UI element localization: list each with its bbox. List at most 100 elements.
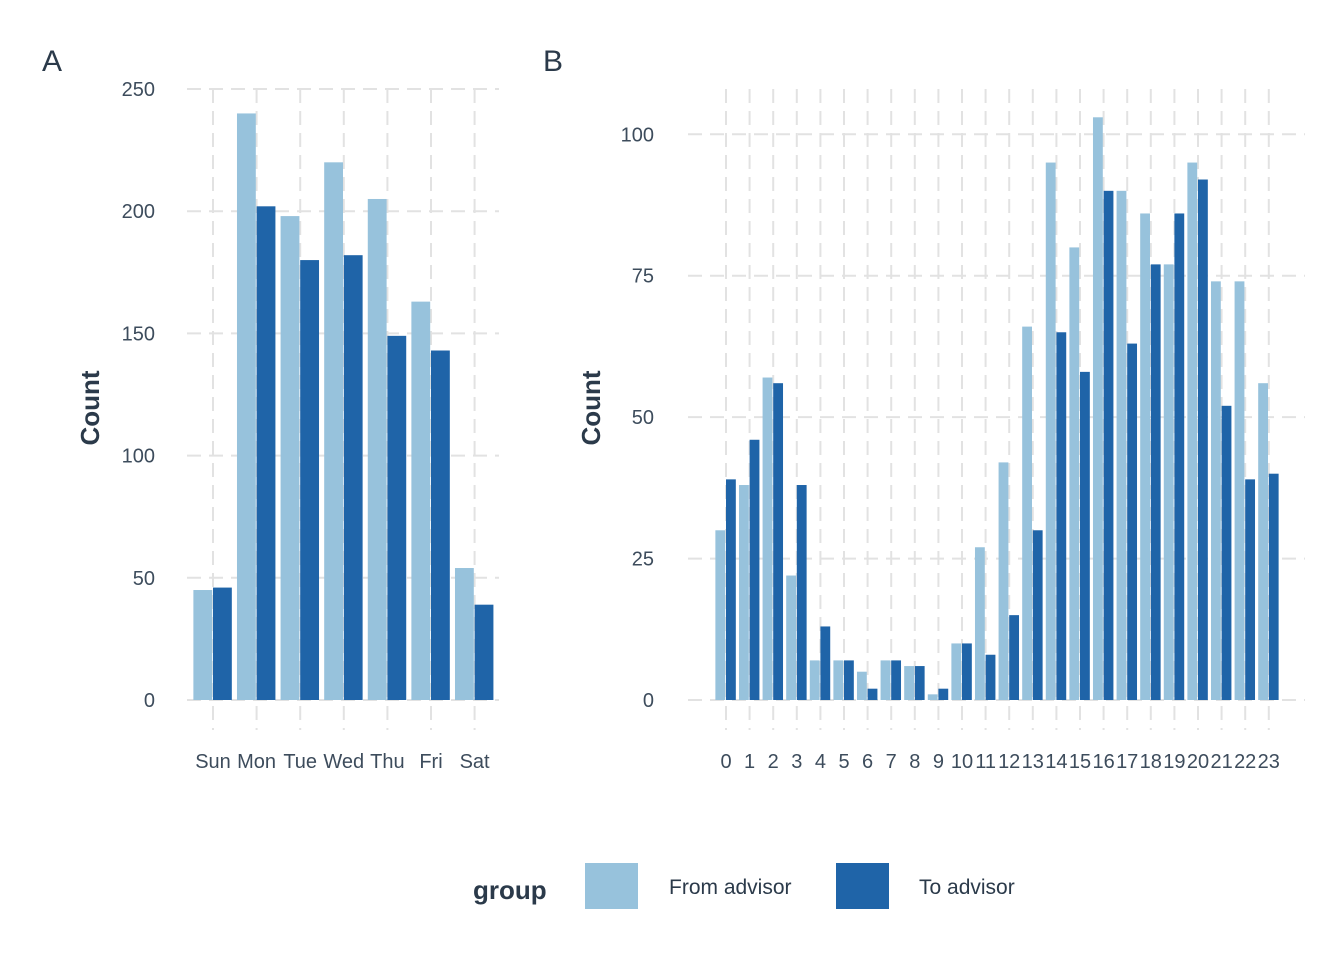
panel-a-y-axis-title: Count bbox=[75, 370, 105, 445]
bar-to-advisor-18 bbox=[1150, 264, 1161, 700]
y-tick-label: 0 bbox=[144, 690, 155, 712]
bar-to-advisor-1 bbox=[749, 439, 760, 700]
y-tick-label: 25 bbox=[632, 549, 654, 571]
x-tick-label: 15 bbox=[1069, 751, 1091, 773]
bar-to-advisor-15 bbox=[1080, 371, 1090, 700]
bar-to-advisor-0 bbox=[726, 479, 736, 700]
bar-to-advisor-11 bbox=[985, 654, 996, 700]
x-tick-label: 5 bbox=[838, 751, 849, 773]
bar-from-advisor-Wed bbox=[324, 162, 343, 700]
bar-to-advisor-13 bbox=[1032, 530, 1043, 700]
panel-label-b: B bbox=[543, 45, 563, 78]
x-tick-label: Wed bbox=[323, 751, 364, 773]
bar-from-advisor-6 bbox=[856, 671, 867, 700]
bar-from-advisor-20 bbox=[1187, 162, 1198, 701]
bar-to-advisor-Wed bbox=[343, 255, 363, 700]
y-tick-label: 50 bbox=[632, 407, 654, 429]
bar-to-advisor-16 bbox=[1103, 190, 1114, 700]
x-tick-label: 7 bbox=[886, 751, 897, 773]
x-tick-label: 20 bbox=[1187, 751, 1209, 773]
bar-to-advisor-12 bbox=[1009, 615, 1020, 700]
x-tick-label: Fri bbox=[419, 751, 442, 773]
bar-from-advisor-19 bbox=[1163, 264, 1174, 700]
y-tick-label: 0 bbox=[643, 690, 654, 712]
x-tick-label: 12 bbox=[998, 751, 1020, 773]
y-tick-label: 150 bbox=[122, 323, 155, 345]
bar-from-advisor-15 bbox=[1069, 247, 1080, 700]
bar-from-advisor-11 bbox=[974, 547, 985, 700]
bar-to-advisor-Fri bbox=[431, 350, 450, 700]
bar-from-advisor-23 bbox=[1258, 383, 1268, 700]
bar-from-advisor-8 bbox=[904, 666, 914, 700]
x-tick-label: Sun bbox=[195, 751, 231, 773]
bar-to-advisor-3 bbox=[796, 485, 807, 700]
bar-to-advisor-21 bbox=[1221, 405, 1232, 700]
bar-to-advisor-7 bbox=[891, 660, 902, 700]
legend-swatch-to-advisor bbox=[836, 863, 889, 909]
bar-from-advisor-Thu bbox=[367, 198, 387, 701]
bar-to-advisor-Sat bbox=[474, 604, 494, 700]
bar-from-advisor-16 bbox=[1092, 117, 1103, 701]
bar-to-advisor-22 bbox=[1245, 479, 1256, 700]
y-tick-label: 250 bbox=[122, 79, 155, 101]
y-tick-label: 50 bbox=[133, 568, 155, 590]
bar-from-advisor-21 bbox=[1210, 281, 1221, 700]
bar-to-advisor-14 bbox=[1056, 332, 1067, 700]
bar-to-advisor-17 bbox=[1127, 343, 1138, 700]
y-tick-label: 100 bbox=[621, 124, 654, 146]
bar-from-advisor-7 bbox=[880, 660, 891, 700]
bar-from-advisor-17 bbox=[1116, 190, 1127, 700]
bar-from-advisor-18 bbox=[1140, 213, 1150, 700]
panel-a-chart: 0 50 100 150 200 250 Sun Mon Tue Wed Thu Fri Sat bbox=[122, 79, 499, 773]
x-tick-label: 23 bbox=[1258, 751, 1280, 773]
x-tick-label: 19 bbox=[1163, 751, 1185, 773]
x-tick-label: 9 bbox=[933, 751, 944, 773]
x-tick-label: 18 bbox=[1140, 751, 1162, 773]
bar-from-advisor-Sat bbox=[454, 568, 474, 700]
bar-from-advisor-3 bbox=[786, 575, 796, 700]
y-tick-label: 100 bbox=[122, 446, 155, 468]
bar-from-advisor-Mon bbox=[236, 113, 256, 700]
x-tick-label: 6 bbox=[862, 751, 873, 773]
bar-to-advisor-6 bbox=[867, 688, 878, 700]
x-tick-label: Mon bbox=[237, 751, 276, 773]
bar-from-advisor-14 bbox=[1045, 162, 1056, 701]
panel-b-y-axis-title: Count bbox=[576, 370, 606, 445]
x-tick-label: 8 bbox=[909, 751, 920, 773]
bar-from-advisor-13 bbox=[1022, 326, 1032, 700]
x-tick-label: 13 bbox=[1022, 751, 1044, 773]
legend-swatch-from-advisor bbox=[585, 863, 638, 909]
bar-from-advisor-1 bbox=[738, 485, 749, 700]
bar-to-advisor-Mon bbox=[256, 206, 276, 700]
bar-from-advisor-Sun bbox=[193, 590, 213, 700]
bar-to-advisor-5 bbox=[844, 660, 854, 700]
y-tick-label: 75 bbox=[632, 266, 654, 288]
x-tick-label: 1 bbox=[744, 751, 755, 773]
legend-label-from-advisor: From advisor bbox=[669, 876, 792, 899]
bar-to-advisor-2 bbox=[773, 383, 784, 700]
y-tick-label: 200 bbox=[122, 201, 155, 223]
x-tick-label: 14 bbox=[1045, 751, 1067, 773]
bar-to-advisor-10 bbox=[962, 643, 972, 700]
bar-to-advisor-Tue bbox=[300, 260, 320, 700]
x-tick-label: Sat bbox=[460, 751, 490, 773]
x-tick-label: 16 bbox=[1092, 751, 1114, 773]
bar-to-advisor-9 bbox=[938, 688, 949, 700]
x-tick-label: 10 bbox=[951, 751, 973, 773]
bar-from-advisor-10 bbox=[951, 643, 962, 700]
panel-label-a: A bbox=[42, 45, 62, 78]
legend: group From advisor To advisor bbox=[473, 863, 1015, 909]
x-tick-label: 0 bbox=[720, 751, 731, 773]
x-tick-label: 3 bbox=[791, 751, 802, 773]
x-tick-label: 22 bbox=[1234, 751, 1256, 773]
legend-label-to-advisor: To advisor bbox=[919, 876, 1015, 899]
bar-from-advisor-5 bbox=[833, 660, 844, 700]
bar-from-advisor-4 bbox=[809, 660, 820, 700]
x-tick-label: 17 bbox=[1116, 751, 1138, 773]
bar-from-advisor-2 bbox=[762, 377, 773, 700]
bar-to-advisor-4 bbox=[820, 626, 831, 700]
bar-to-advisor-19 bbox=[1174, 213, 1185, 700]
x-tick-label: 11 bbox=[975, 751, 996, 773]
